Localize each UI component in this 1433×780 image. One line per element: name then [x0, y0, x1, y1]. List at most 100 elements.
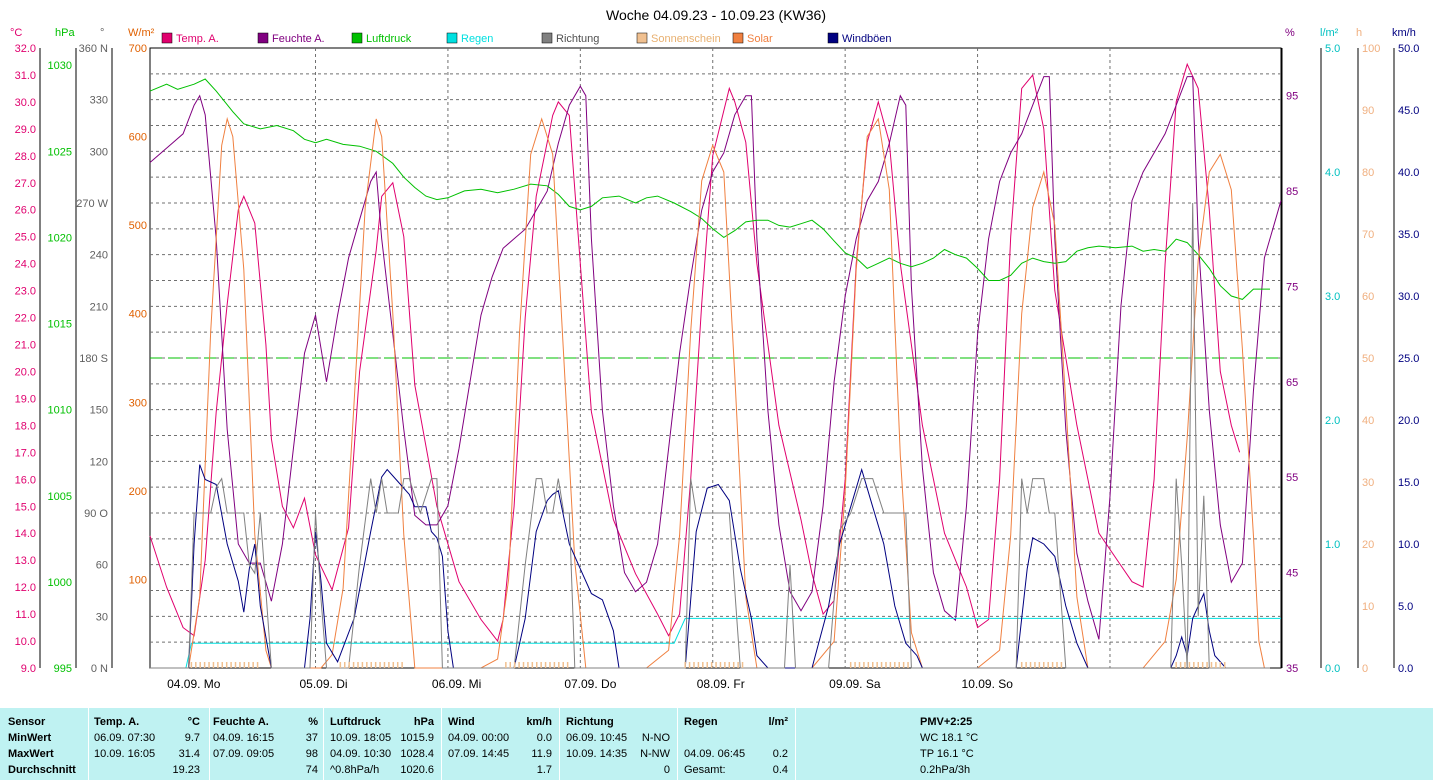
x-tick-label: 06.09. Mi	[432, 677, 481, 691]
axis-tick-label: 19.0	[15, 393, 36, 405]
axis-tick-label: 2.0	[1325, 415, 1340, 427]
pmv-extra: TP 16.1 °C	[920, 748, 974, 760]
axis-tick-label: 30.0	[1398, 291, 1419, 303]
axis-tick-label: 400	[129, 309, 147, 321]
axis-tick-label: 29.0	[15, 124, 36, 136]
rain-time: Gesamt:	[684, 764, 726, 776]
dir-value: N-NO	[641, 732, 670, 744]
axis-tick-label: 45	[1286, 568, 1298, 580]
axis-tick-label: 22.0	[15, 313, 36, 325]
header-press-unit: hPa	[413, 716, 434, 728]
axis-tick-label: 31.0	[15, 70, 36, 82]
legend-swatch	[827, 32, 839, 44]
axis-tick-label: 24.0	[15, 259, 36, 271]
hum-time: 07.09. 09:05	[213, 748, 275, 760]
wind-value: 0.0	[536, 732, 552, 744]
axis-tick-label: 50.0	[1398, 43, 1419, 55]
temp-value: 31.4	[178, 748, 200, 760]
axis-tick-label: 17.0	[15, 447, 36, 459]
axis-tick-label: 0 N	[91, 663, 108, 675]
axis-tick-label: 35	[1286, 663, 1298, 675]
legend: Temp. A. Feuchte A. Luftdruck Regen Richtung…	[161, 32, 892, 45]
axis-tick-label: 100	[129, 574, 147, 586]
axis-tick-label: 330	[90, 95, 108, 107]
hum-value: 37	[305, 732, 318, 744]
axis-tick-label: 50	[1362, 353, 1374, 365]
axis-tick-label: 70	[1362, 229, 1374, 241]
table-separator	[795, 708, 796, 780]
x-tick-label: 07.09. Do	[564, 677, 616, 691]
axis-tick-label: 100	[1362, 43, 1380, 55]
axis-tick-label: 0.0	[1325, 663, 1340, 675]
axes: °C 32.0 31.0 30.0 29.0 28.0 27.0 26.0 25.0 24.0 23…	[10, 27, 1419, 675]
row-label: MinWert	[8, 732, 52, 744]
x-tick-label: 09.09. Sa	[829, 677, 881, 691]
legend-label: Temp. A.	[176, 33, 219, 45]
axis-tick-label: 5.0	[1398, 601, 1413, 613]
axis-tick-label: 12.0	[15, 582, 36, 594]
axis-tick-label: 15.0	[1398, 477, 1419, 489]
axis-tick-label: 55	[1286, 472, 1298, 484]
rain-time: 04.09. 06:45	[684, 748, 746, 760]
table-separator	[323, 708, 324, 780]
axis-tick-label: 65	[1286, 377, 1298, 389]
table-separator	[677, 708, 678, 780]
row-label: Durchschnitt	[8, 764, 76, 776]
axis-tick-label: 180 S	[79, 353, 108, 365]
hum-value: 98	[305, 748, 318, 760]
axis-tick-label: 3.0	[1325, 291, 1340, 303]
axis-tick-label: 60	[1362, 291, 1374, 303]
series-feuchte-a-	[149, 76, 1282, 640]
wind-time: 07.09. 14:45	[448, 748, 510, 760]
axis-tick-label: 30	[1362, 477, 1374, 489]
press-value: 1028.4	[400, 748, 434, 760]
dir-time: 10.09. 14:35	[566, 748, 628, 760]
header-temp: Temp. A.	[94, 716, 140, 728]
header-temp-unit: °C	[187, 716, 200, 728]
temp-time: 10.09. 16:05	[94, 748, 156, 760]
legend-swatch	[351, 32, 363, 44]
wind-value: 1.7	[536, 764, 552, 776]
axis-tick-label: 16.0	[15, 474, 36, 486]
axis-tick-label: 20.0	[15, 366, 36, 378]
axis-tick-label: 40.0	[1398, 167, 1419, 179]
axis-tick-label: 11.0	[15, 609, 36, 621]
axis-tick-label: 4.0	[1325, 167, 1340, 179]
axis-tick-label: 1010	[48, 405, 72, 417]
axis-tick-label: 300	[90, 146, 108, 158]
axis-tick-label: 150	[90, 405, 108, 417]
axis-unit-0: °C	[10, 27, 22, 39]
axis-unit-1: hPa	[55, 27, 75, 39]
axis-tick-label: 28.0	[15, 151, 36, 163]
temp-value: 19.23	[172, 764, 200, 776]
axis-tick-label: 26.0	[15, 205, 36, 217]
axis-tick-label: 120	[90, 456, 108, 468]
x-tick-label: 08.09. Fr	[697, 677, 745, 691]
axis-tick-label: 5.0	[1325, 43, 1340, 55]
legend-swatch	[446, 32, 458, 44]
header-hum-unit: %	[308, 716, 318, 728]
table-separator	[209, 708, 210, 780]
legend-label: Solar	[747, 33, 773, 45]
x-tick-label: 10.09. So	[962, 677, 1014, 691]
legend-swatch	[732, 32, 744, 44]
x-axis-labels: 04.09. Mo 05.09. Di 06.09. Mi 07.09. Do 08.0…	[167, 677, 1013, 691]
axis-unit-6: h	[1356, 27, 1362, 39]
axis-tick-label: 35.0	[1398, 229, 1419, 241]
axis-tick-label: 1000	[48, 577, 72, 589]
axis-tick-label: 0.0	[1398, 663, 1413, 675]
temp-time: 06.09. 07:30	[94, 732, 156, 744]
press-value: 1015.9	[400, 732, 434, 744]
axis-tick-label: 40	[1362, 415, 1374, 427]
axis-tick-label: 995	[54, 663, 72, 675]
axis-tick-label: 32.0	[15, 43, 36, 55]
axis-tick-label: 14.0	[15, 528, 36, 540]
axis-tick-label: 95	[1286, 91, 1298, 103]
header-wind: Wind	[448, 716, 475, 728]
axis-tick-label: 360 N	[79, 43, 108, 55]
header-press: Luftdruck	[330, 716, 381, 728]
legend-swatch	[541, 32, 553, 44]
axis-tick-label: 75	[1286, 281, 1298, 293]
axis-unit-3: W/m²	[128, 27, 155, 39]
axis-tick-label: 9.0	[21, 663, 36, 675]
